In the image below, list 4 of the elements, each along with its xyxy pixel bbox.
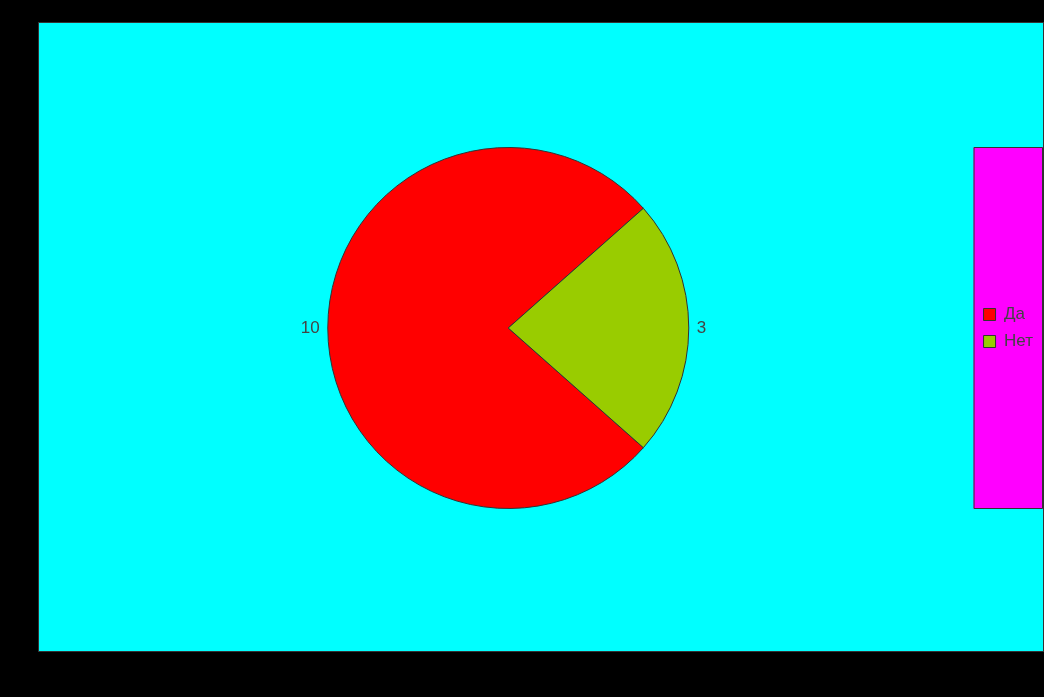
legend-label: Нет	[1004, 331, 1034, 351]
data-label: 3	[696, 317, 707, 337]
legend-label: Да	[1004, 304, 1026, 324]
data-label: 10	[300, 317, 320, 337]
